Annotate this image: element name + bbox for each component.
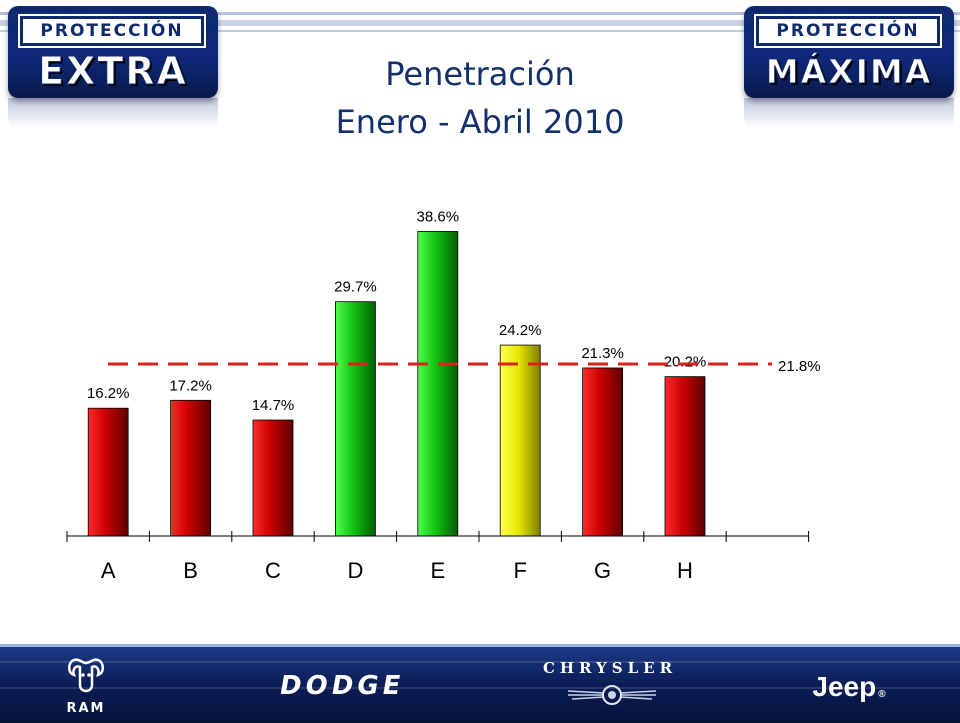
category-label-e: E — [430, 558, 445, 583]
bar-f — [499, 344, 541, 537]
logo-right-reflection — [744, 98, 954, 128]
value-label-b: 17.2% — [169, 377, 212, 394]
category-label-c: C — [265, 558, 281, 583]
penetration-bar-chart: 16.2% 17.2% 14.7% 29.7% 38.6% 24.2% 21.3% 20.2%… — [66, 208, 821, 583]
category-label-b: B — [183, 558, 198, 583]
value-label-h: 20.2% — [664, 354, 707, 371]
bar-c — [252, 419, 294, 537]
bar-g — [582, 367, 623, 537]
bar-e — [417, 231, 459, 537]
title-line-2: Enero - Abril 2010 — [335, 103, 625, 141]
logo-right-top-text: PROTECCIÓN — [754, 14, 942, 48]
footer-brand-bar: RAM DODGE CHRYSLER Jeep ® — [0, 644, 960, 723]
x-axis: A B C D E F G H — [66, 531, 810, 583]
logo-proteccion-maxima: PROTECCIÓN MÁXIMA — [744, 6, 954, 98]
bars-group — [87, 231, 706, 537]
chrysler-wings-icon — [567, 685, 657, 705]
reference-line-group: 21.8% — [108, 358, 821, 375]
value-labels-group: 16.2% 17.2% 14.7% 29.7% 38.6% 24.2% 21.3% 20.2% — [87, 208, 706, 414]
category-label-f: F — [513, 558, 526, 583]
page-title: Penetración Enero - Abril 2010 — [230, 50, 730, 146]
logo-left-reflection — [8, 98, 218, 128]
logo-left-word: EXTRA — [38, 49, 188, 94]
title-line-1: Penetración — [385, 55, 575, 93]
logo-right-word: MÁXIMA — [765, 51, 933, 91]
bar-b — [170, 399, 212, 537]
ram-head-icon — [68, 658, 104, 693]
logo-left-top-text: PROTECCIÓN — [18, 14, 206, 48]
category-label-d: D — [347, 558, 363, 583]
brand-jeep-text: Jeep — [812, 671, 877, 702]
logo-proteccion-extra: PROTECCIÓN EXTRA — [8, 6, 218, 98]
value-label-c: 14.7% — [252, 397, 295, 414]
value-label-d: 29.7% — [334, 279, 377, 296]
category-label-h: H — [677, 558, 693, 583]
average-reference-label: 21.8% — [778, 358, 821, 375]
category-label-a: A — [101, 558, 116, 583]
brand-chrysler: CHRYSLER — [542, 659, 678, 677]
bar-d — [334, 301, 376, 537]
value-label-g: 21.3% — [581, 345, 624, 362]
registered-mark: ® — [878, 688, 886, 700]
category-label-g: G — [594, 558, 611, 583]
bar-h — [664, 376, 706, 537]
brand-jeep: Jeep ® — [804, 667, 894, 707]
brand-dodge: DODGE — [277, 671, 407, 701]
brand-ram: RAM — [66, 700, 106, 716]
value-label-a: 16.2% — [87, 385, 130, 402]
footer-stripe — [0, 687, 960, 689]
footer-stripe — [0, 661, 960, 663]
header-stripes — [0, 12, 960, 32]
value-label-e: 38.6% — [417, 208, 460, 225]
value-label-f: 24.2% — [499, 322, 542, 339]
bar-a — [87, 407, 129, 537]
